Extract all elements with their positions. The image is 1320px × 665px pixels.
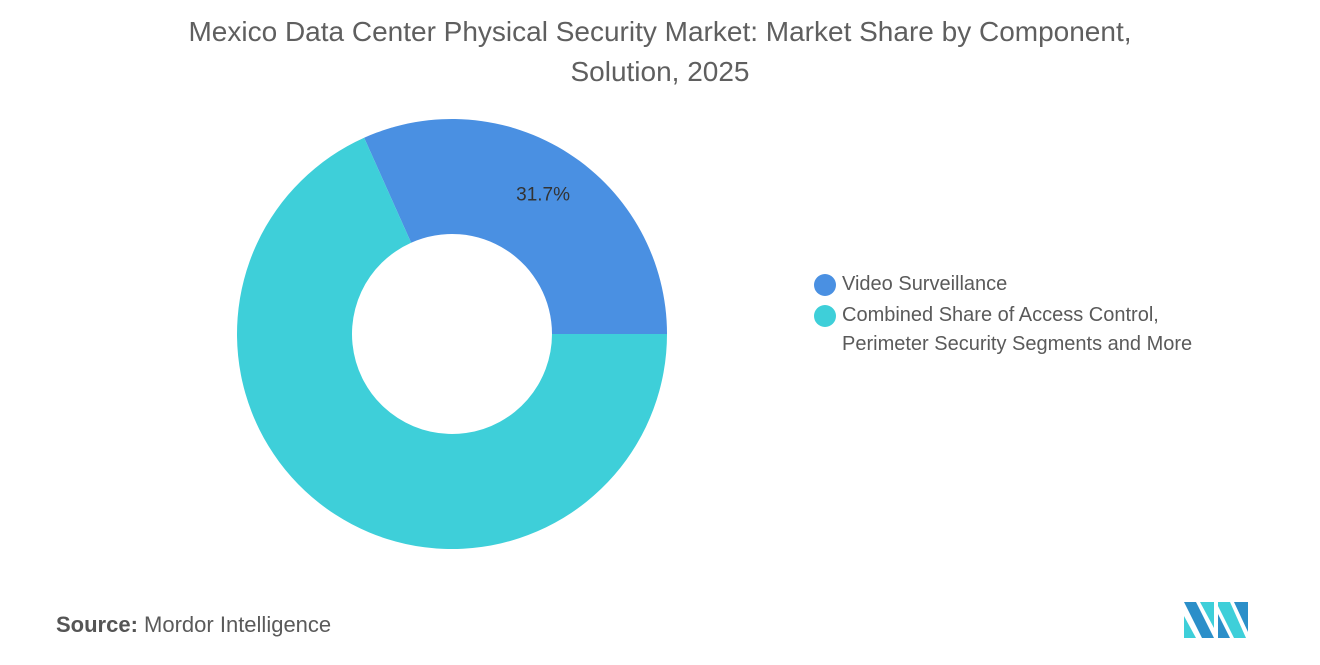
legend-label-line-2: Perimeter Security Segments and More [842, 333, 1193, 355]
legend-swatch [814, 305, 836, 327]
source-label: Source: [56, 612, 138, 637]
legend-swatch [814, 274, 836, 296]
chart-title: Mexico Data Center Physical Security Mar… [0, 12, 1320, 92]
source-value: Mordor Intelligence [144, 612, 332, 637]
mordor-intelligence-logo-icon [1184, 602, 1248, 638]
chart-title-line-1: Mexico Data Center Physical Security Mar… [188, 16, 1132, 47]
legend: Video Surveillance Combined Share of Acc… [814, 270, 1192, 361]
data-label-1: 31.7% [516, 184, 570, 205]
donut-slice-1[interactable] [364, 118, 667, 334]
chart-title-line-2: Solution, 2025 [570, 56, 750, 87]
legend-item-combined-share[interactable]: Combined Share of Access Control, Perime… [814, 301, 1192, 359]
donut-slice-2[interactable] [237, 137, 667, 549]
legend-label-line-1: Combined Share of Access Control, [842, 304, 1159, 326]
legend-label: Video Surveillance [842, 273, 1008, 295]
legend-item-video-surveillance[interactable]: Video Surveillance [814, 270, 1192, 299]
source-note: Source: Mordor Intelligence [56, 612, 331, 638]
